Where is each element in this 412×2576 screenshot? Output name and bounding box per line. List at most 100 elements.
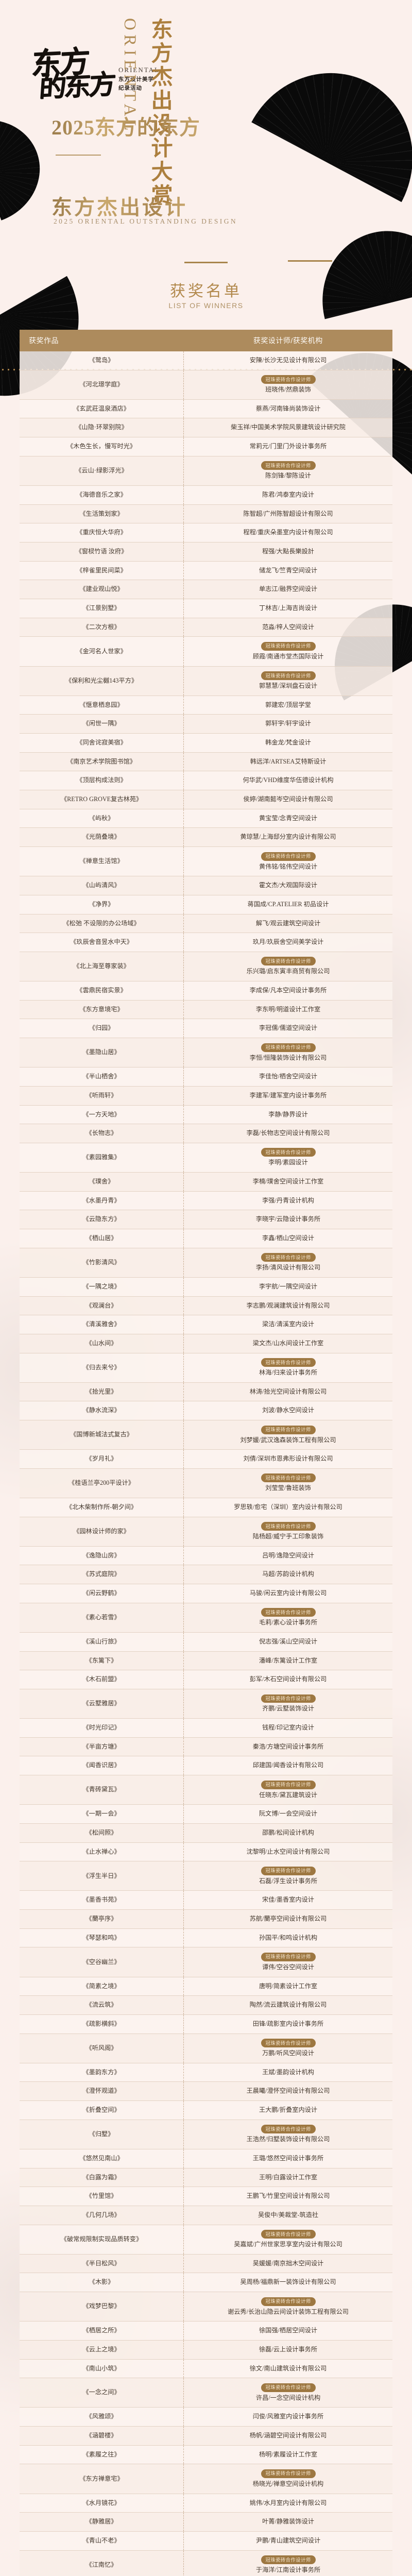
maker-name: 蒋国成/CP.ATELIER 初品设计 (247, 900, 329, 908)
table-row: 《金河名人世家》 冠珠瓷砖合作设计师 顾霞/南通市堂杰国际设计 (20, 636, 392, 667)
table-row: 《建业观山悦》 单志江/融界空间设计 (20, 580, 392, 600)
maker-name: 李晓宇/云隐设计事务所 (255, 1215, 321, 1223)
cell-maker: 冠珠瓷砖合作设计师 万鹏/听风空间设计 (183, 2033, 392, 2063)
maker-name: 王大鹏/折叠室内设计 (259, 2106, 318, 2114)
table-row: 《顶层构成法则》 何华武/VHD维度华伍德设计机构 (20, 771, 392, 791)
table-row: 《流云筑》 陶然/流云建筑设计有限公司 (20, 1995, 392, 2015)
cell-work-title: 《风雅颂》 (20, 2407, 184, 2427)
cell-work-title: 《素履之往》 (20, 2445, 184, 2465)
cell-work-title: 《静雅居》 (20, 2512, 184, 2532)
table-row: 《竹里馆》 王鹏飞/竹里空间设计有限公司 (20, 2187, 392, 2206)
table-row: 《河北璟学庭》 冠珠瓷砖合作设计师 班晓伟/然鼎装饰 (20, 370, 392, 400)
table-row: 《素心若雪》 冠珠瓷砖合作设计师 毛莉/素心设计事务所 (20, 1603, 392, 1633)
table-row: 《云墅雅居》 冠珠瓷砖合作设计师 齐鹏/云墅装饰设计 (20, 1689, 392, 1719)
table-row: 《听雨轩》 李建军/建军室内设计事务所 (20, 1086, 392, 1106)
cell-maker: 杨明/素履设计工作室 (183, 2445, 392, 2465)
table-row: 《一期一会》 阮文博/一会空间设计 (20, 1804, 392, 1824)
cell-maker: 冠珠瓷砖合作设计师 毛莉/素心设计事务所 (183, 1603, 392, 1633)
partner-designer-badge: 冠珠瓷砖合作设计师 (261, 2297, 316, 2306)
partner-designer-badge: 冠珠瓷砖合作设计师 (261, 2125, 316, 2134)
table-row: 《溪山行旅》 倪志强/溪山空间设计 (20, 1632, 392, 1652)
cell-work-title: 《鹭岛》 (20, 351, 184, 370)
maker-name: 马骏/闲云室内设计有限公司 (249, 1589, 327, 1597)
cell-maker: 冠珠瓷砖合作设计师 李明/素园设计 (183, 1143, 392, 1173)
cell-work-title: 《园林设计师的家》 (20, 1517, 184, 1547)
table-row: 《素园雅集》 冠珠瓷砖合作设计师 李明/素园设计 (20, 1143, 392, 1173)
table-row: 《半山栖舍》 李佳怡/栖舍空间设计 (20, 1067, 392, 1087)
table-row: 《屿秋》 黄宝莹/念青空间设计 (20, 809, 392, 828)
cell-work-title: 《止水禅心》 (20, 1842, 184, 1862)
winners-rule (184, 262, 228, 263)
maker-name: 孙国平/和鸣设计机构 (259, 1934, 318, 1941)
maker-name: 苏航/蘭亭空间设计有限公司 (249, 1915, 327, 1923)
maker-name: 徐国强/栖居空间设计 (259, 2327, 318, 2334)
maker-name: 齐鹏/云墅装饰设计 (262, 1705, 314, 1713)
cell-work-title: 《清溪雅舍》 (20, 1315, 184, 1334)
table-row: 《半日松风》 吴媛媛/南京拙木空间设计 (20, 2254, 392, 2274)
cell-work-title: 《墨隐山居》 (20, 1038, 184, 1068)
cell-work-title: 《时光印记》 (20, 1718, 184, 1738)
table-row: 《白露为霜》 王明/白露设计工作室 (20, 2168, 392, 2188)
cell-maker: 邱建国/闻香设计有限公司 (183, 1756, 392, 1776)
maker-name: 韩远洋/ARTSEA艾特斯设计 (250, 757, 327, 765)
table-row: 《同舍诧寂美宿》 韩金龙/梵金设计 (20, 733, 392, 753)
table-row: 《素履之往》 杨明/素履设计工作室 (20, 2445, 392, 2465)
cell-maker: 罗思轶/愈宅（深圳）室内设计有限公司 (183, 1498, 392, 1517)
cell-work-title: 《云上之境》 (20, 2340, 184, 2360)
partner-designer-badge: 冠珠瓷砖合作设计师 (261, 1780, 316, 1789)
maker-name: 蔡燕/河南锋尚装饰设计 (255, 404, 321, 412)
cell-work-title: 《玄武莊温泉酒店》 (20, 399, 184, 419)
table-row: 《闲世一隅》 郭轩宇/轩宇设计 (20, 714, 392, 734)
maker-name: 姚伟/水月室内设计有限公司 (249, 2499, 327, 2506)
maker-name: 李恒/恒隆装饰设计有限公司 (249, 1054, 327, 1061)
cell-maker: 冠珠瓷砖合作设计师 王浩然/归墅装饰设计有限公司 (183, 2120, 392, 2149)
cell-work-title: 《屿秋》 (20, 809, 184, 828)
table-row: 《静雅居》 叶菁/静雅装饰设计 (20, 2512, 392, 2532)
maker-name: 彭军/木石空间设计有限公司 (249, 1675, 327, 1683)
table-row: 《墨香书苑》 宋佳/墨香室内设计 (20, 1890, 392, 1910)
cell-work-title: 《青砖黛瓦》 (20, 1775, 184, 1805)
table-row: 《国博新城法式复古》 冠珠瓷砖合作设计师 刘梦媛/武汉逸森装饰工程有限公司 (20, 1420, 392, 1450)
maker-name: 秦浩/方塘空间设计事务所 (252, 1742, 324, 1750)
cell-maker: 陈君/鸿泰室内设计 (183, 485, 392, 505)
cell-maker: 李楠/璞舍空间设计工作室 (183, 1172, 392, 1192)
cell-maker: 何华武/VHD维度华伍德设计机构 (183, 771, 392, 791)
maker-name: 吴周杨/福鼎新一装饰设计有限公司 (240, 2278, 336, 2286)
cell-work-title: 《桂语兰亭200平设计》 (20, 1468, 184, 1499)
maker-name: 许昌/一念空间设计机构 (255, 2394, 321, 2401)
cell-work-title: 《北木柴制作所-朝夕间》 (20, 1498, 184, 1517)
cell-work-title: 《一方天地》 (20, 1105, 184, 1125)
cell-maker: 李成保/凡本空间设计事务所 (183, 981, 392, 1001)
cell-work-title: 《窗棂竹语 汝府》 (20, 542, 184, 562)
table-row: 《逸隐山房》 吕明/逸隐空间设计 (20, 1546, 392, 1566)
cell-maker: 尹鹏/青山建筑空间设计 (183, 2531, 392, 2551)
cell-work-title: 《听雨轩》 (20, 1086, 184, 1106)
cell-maker: 苏航/蘭亭空间设计有限公司 (183, 1909, 392, 1929)
cell-work-title: 《琴瑟和鸣》 (20, 1928, 184, 1948)
cell-maker: 王鹏飞/竹里空间设计有限公司 (183, 2187, 392, 2206)
cell-maker: 李静/静界设计 (183, 1105, 392, 1125)
table-row: 《云隐东方》 李晓宇/云隐设计事务所 (20, 1210, 392, 1230)
cell-maker: 冠珠瓷砖合作设计师 陆杨超/威宁手工印象装饰 (183, 1517, 392, 1547)
cell-maker: 冠珠瓷砖合作设计师 刘莹莹/鲁班装饰 (183, 1468, 392, 1499)
table-row: 《山隐·环翠别院》 柴玉祥/中国美术学院风景建筑设计研究院 (20, 418, 392, 438)
table-row: 《松弛 不设限的办公场域》 解飞/观云建筑空间设计 (20, 914, 392, 934)
table-row: 《岁月礼》 刘倩/深圳市恩弗形设计有限公司 (20, 1449, 392, 1469)
cell-work-title: 《竹影清风》 (20, 1248, 184, 1278)
cell-work-title: 《禅意生活馆》 (20, 846, 184, 877)
cell-maker: 储龙飞/竺青空间设计 (183, 561, 392, 581)
maker-name: 李志鹏/观澜建筑设计有限公司 (246, 1301, 330, 1309)
maker-name: 杨明/素履设计工作室 (259, 2450, 318, 2458)
table-row: 《疏影横斜》 田锋/疏影室内设计事务所 (20, 2014, 392, 2034)
maker-name: 石磊/浮生设计事务所 (259, 1877, 318, 1885)
table-row: 《水墨丹青》 李强/丹青设计机构 (20, 1191, 392, 1211)
table-row: 《悠然见南山》 王璐/悠然空间设计事务所 (20, 2149, 392, 2168)
cell-work-title: 《闲世一隅》 (20, 714, 184, 734)
table-row: 《几何几场》 吴俊中/美裁堂-筑造社 (20, 2206, 392, 2225)
cell-maker: 侯婷/湖南懿岑空间设计有限公司 (183, 790, 392, 809)
cell-maker: 刘波/静水空间设计 (183, 1401, 392, 1421)
cell-work-title: 《白露为霜》 (20, 2168, 184, 2188)
maker-name: 程程/重庆朵墨室内设计有限公司 (243, 529, 333, 536)
brand-en-label: ORIENTAL (118, 65, 160, 74)
cell-work-title: 《同舍诧寂美宿》 (20, 733, 184, 753)
